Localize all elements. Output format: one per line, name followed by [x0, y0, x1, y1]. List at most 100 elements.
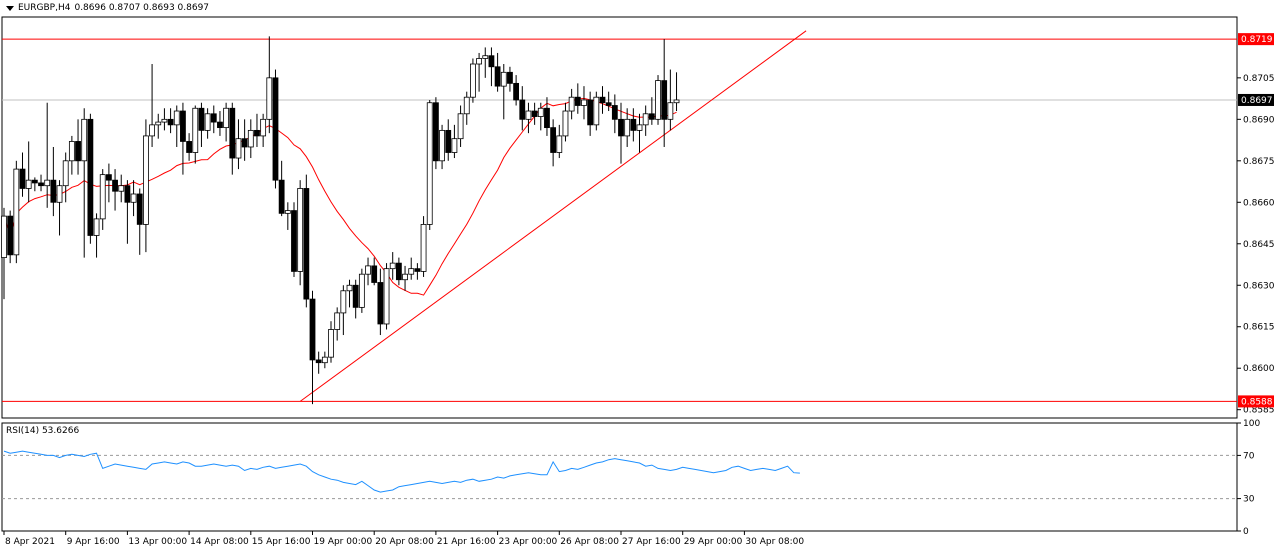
- time-tick-label: 30 Apr 08:00: [745, 537, 804, 547]
- candle-body: [432, 102, 439, 162]
- price-tick-label: 0.8585: [1243, 406, 1275, 416]
- candle-body: [630, 118, 637, 131]
- candle-body: [124, 185, 131, 203]
- time-tick-label: 21 Apr 16:00: [437, 537, 496, 547]
- candle-body: [420, 224, 427, 272]
- candle-body: [408, 268, 415, 275]
- time-tick-label: 23 Apr 00:00: [499, 537, 558, 547]
- price-level-tag: [1238, 395, 1274, 408]
- candle-body: [655, 80, 661, 120]
- candle-body: [105, 174, 112, 181]
- candle-body: [25, 179, 32, 189]
- candle-body: [605, 102, 612, 106]
- candle-body: [574, 96, 581, 106]
- time-tick-label: 9 Apr 16:00: [67, 537, 120, 547]
- candle-body: [636, 124, 643, 131]
- price-level-tag-label: 0.8719: [1241, 35, 1273, 45]
- candle-body: [260, 118, 267, 137]
- horizontal-levels: [2, 38, 1237, 402]
- candle-body: [513, 82, 520, 101]
- candle-body: [537, 107, 544, 117]
- candle-body: [334, 312, 341, 330]
- candle-body: [624, 118, 631, 137]
- candle-body: [648, 113, 655, 120]
- candle-body: [476, 58, 482, 65]
- candle-body: [667, 102, 674, 120]
- candle-body: [303, 188, 310, 300]
- price-tick-label: 0.8615: [1243, 323, 1275, 333]
- candle-body: [414, 268, 421, 272]
- candle-body: [531, 110, 538, 117]
- candle-body: [217, 121, 223, 129]
- rsi-tick-label: 30: [1243, 495, 1255, 505]
- rsi-panel-frame: [1, 422, 1238, 532]
- rsi-label: RSI(14) 53.6266: [6, 426, 80, 436]
- dropdown-triangle-icon[interactable]: [6, 5, 14, 11]
- candle-body: [568, 96, 575, 112]
- candle-body: [68, 141, 75, 162]
- candle-body: [81, 118, 88, 162]
- price-tick-label: 0.8600: [1243, 364, 1275, 374]
- current-price-tag-label: 0.8697: [1241, 96, 1273, 106]
- price-tick-label: 0.8690: [1243, 115, 1275, 125]
- candle-body: [297, 188, 304, 272]
- candle-body: [272, 77, 279, 181]
- candle-body: [426, 102, 433, 225]
- time-tick-label: 27 Apr 16:00: [622, 537, 681, 547]
- candle-body: [544, 107, 550, 129]
- ohlc-values: 0.8696 0.8707 0.8693 0.8697: [74, 3, 210, 13]
- candle-body: [457, 113, 464, 140]
- candle-body: [210, 113, 217, 123]
- price-tick-label: 0.8630: [1243, 281, 1275, 291]
- rsi-line: [3, 450, 800, 493]
- time-tick-label: 14 Apr 08:00: [190, 537, 249, 547]
- candle-body: [365, 265, 371, 275]
- candle-body: [167, 118, 174, 126]
- candle-body: [402, 273, 408, 281]
- candle-body: [389, 262, 396, 270]
- candle-body: [180, 110, 186, 142]
- candle-body: [44, 179, 51, 187]
- candle-body: [328, 329, 334, 358]
- candle-body: [13, 168, 20, 256]
- candle-body: [581, 99, 587, 106]
- time-axis: 8 Apr 2021 9 Apr 16:00 13 Apr 00:00 14 Apr …: [3, 531, 804, 547]
- candle-body: [93, 218, 100, 236]
- candle-body: [136, 193, 143, 225]
- candle-body: [507, 71, 513, 84]
- candle-body: [235, 138, 242, 159]
- candle-body: [470, 63, 476, 98]
- ascending-trendline: [299, 30, 807, 402]
- candle-body: [439, 129, 445, 162]
- candle-body: [661, 80, 668, 120]
- price-tick-label: 0.8645: [1243, 240, 1275, 250]
- candle-body: [340, 290, 347, 314]
- time-tick-label: 19 Apr 00:00: [314, 537, 373, 547]
- candle-body: [593, 96, 600, 126]
- candle-body: [31, 179, 38, 184]
- rsi-tick-label: 70: [1243, 451, 1255, 461]
- candle-body: [204, 113, 211, 131]
- candle-body: [395, 262, 402, 281]
- time-tick-label: 20 Apr 08:00: [375, 537, 434, 547]
- candle-body: [112, 179, 118, 192]
- candle-body: [482, 55, 489, 59]
- candles-layer: [1, 36, 680, 405]
- candle-body: [500, 71, 507, 87]
- price-level-tag: [1238, 33, 1274, 46]
- candle-body: [451, 138, 458, 153]
- candle-body: [278, 179, 285, 214]
- candle-body: [38, 182, 44, 187]
- candle-body: [1, 215, 7, 259]
- candle-body: [315, 359, 322, 364]
- candle-body: [358, 273, 365, 308]
- candle-body: [550, 127, 557, 153]
- candle-body: [562, 110, 569, 137]
- candle-body: [371, 265, 378, 283]
- candle-body: [377, 282, 384, 325]
- candle-body: [186, 141, 193, 153]
- candle-body: [346, 284, 353, 292]
- time-tick-label: 29 Apr 00:00: [684, 537, 743, 547]
- candle-body: [19, 168, 26, 189]
- current-price-tag: [1238, 93, 1274, 106]
